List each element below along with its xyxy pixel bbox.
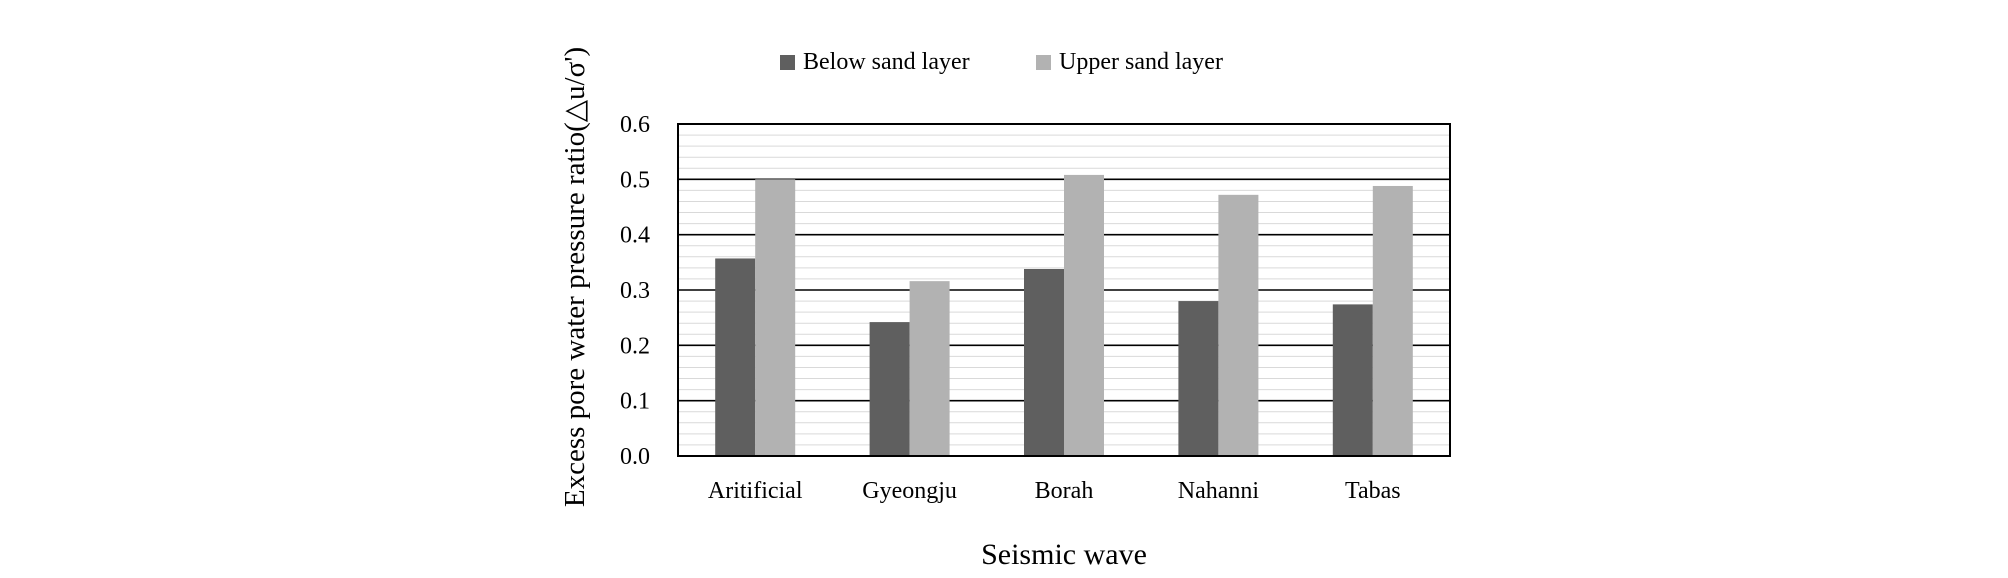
y-tick-label: 0.0 (620, 444, 650, 470)
bar (1218, 194, 1259, 456)
bar (869, 322, 910, 456)
legend-swatch (1036, 55, 1051, 70)
y-tick-label: 0.2 (620, 333, 650, 359)
bar (1372, 185, 1413, 456)
x-tick-label: Gyeongju (862, 478, 957, 504)
bar-group (715, 174, 1413, 457)
legend-label: Below sand layer (803, 49, 970, 75)
y-tick-label: 0.6 (620, 112, 650, 138)
bar (1024, 268, 1064, 456)
legend-label: Upper sand layer (1059, 49, 1223, 75)
legend-swatch (780, 55, 795, 70)
bar (1064, 174, 1104, 456)
bar (755, 179, 796, 457)
bar (1178, 301, 1219, 456)
y-tick-label: 0.4 (620, 223, 650, 249)
y-tick-label: 0.1 (620, 389, 650, 415)
y-tick-label: 0.3 (620, 278, 650, 304)
y-axis-label: Excess pore water pressure ratio(△u/σ') (559, 47, 591, 507)
x-tick-label: Nahanni (1178, 478, 1260, 504)
x-axis-tick-labels: Aritificial Gyeongju Borah Nahanni Tabas (708, 478, 1401, 504)
y-tick-label: 0.5 (620, 167, 650, 193)
bar (715, 258, 756, 456)
x-axis-label: Seismic wave (981, 538, 1147, 571)
bar (909, 281, 950, 456)
y-axis-tick-labels: 0.0 0.1 0.2 0.3 0.4 0.5 0.6 (620, 112, 650, 470)
x-tick-label: Borah (1035, 478, 1094, 504)
plot-area-frame (677, 123, 1451, 457)
x-tick-label: Aritificial (708, 478, 803, 504)
bar (1332, 304, 1373, 456)
legend: Below sand layer Upper sand layer (780, 49, 1223, 75)
x-tick-label: Tabas (1345, 478, 1401, 504)
